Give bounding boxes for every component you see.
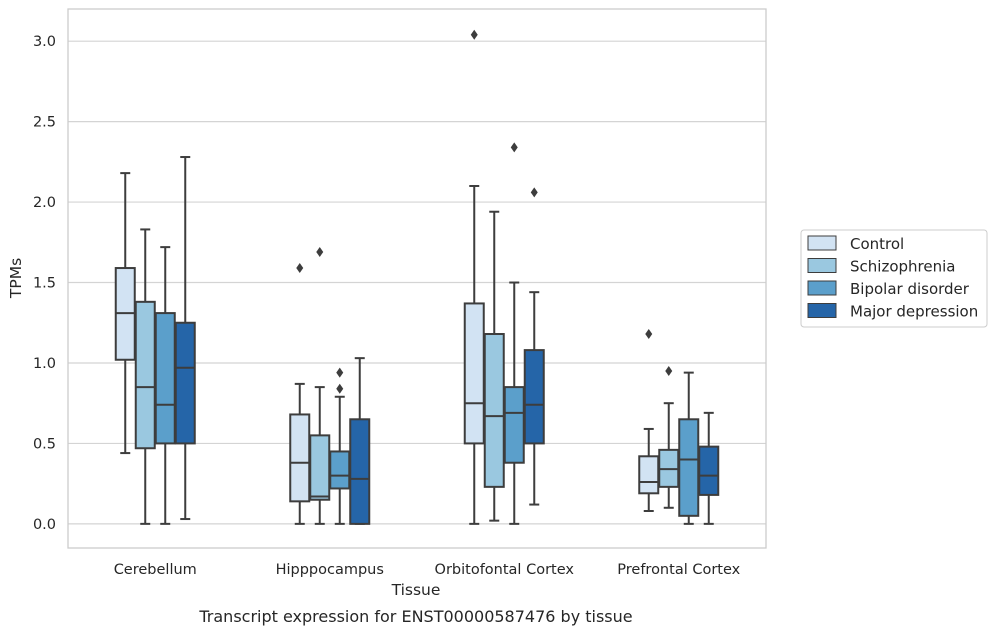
x-tick-label: Orbitofontal Cortex bbox=[435, 562, 575, 578]
legend-label: Bipolar disorder bbox=[850, 280, 970, 298]
box-0-1 bbox=[134, 228, 156, 525]
legend-swatch bbox=[807, 235, 837, 251]
legend-label: Schizophrenia bbox=[850, 258, 955, 276]
box-body bbox=[329, 450, 351, 490]
box-2-0 bbox=[463, 29, 485, 525]
x-tick-labels: Cerebellum Hipppocampus Orbitofontal Corte… bbox=[114, 562, 741, 578]
outlier-point bbox=[336, 383, 344, 394]
y-tick-label: 1.5 bbox=[33, 276, 56, 292]
box-body bbox=[309, 434, 331, 501]
box-2-1 bbox=[483, 210, 505, 522]
outlier-point bbox=[316, 246, 324, 257]
chart-caption: Transcript expression for ENST0000058747… bbox=[198, 607, 632, 626]
box-0-0 bbox=[114, 172, 136, 455]
box-body bbox=[134, 300, 156, 450]
box-1-3 bbox=[349, 357, 371, 525]
outlier-point bbox=[665, 366, 673, 377]
box-body bbox=[523, 349, 545, 445]
legend-swatch bbox=[807, 303, 837, 318]
y-tick-label: 0.5 bbox=[33, 436, 56, 452]
y-tick-label: 1.0 bbox=[33, 356, 56, 372]
x-axis-label: Tissue bbox=[391, 581, 441, 599]
outlier-point bbox=[296, 263, 304, 274]
box-1-2 bbox=[329, 367, 351, 525]
box-3-3 bbox=[698, 411, 720, 525]
outlier-point bbox=[645, 329, 653, 340]
plot-area-frame bbox=[67, 8, 767, 549]
y-tick-label: 3.0 bbox=[33, 34, 56, 50]
boxes bbox=[114, 29, 720, 525]
legend-swatch bbox=[807, 280, 837, 296]
x-tick-label: Hipppocampus bbox=[276, 562, 384, 578]
y-tick-label: 2.0 bbox=[33, 195, 56, 211]
box-1-0 bbox=[289, 263, 311, 525]
legend: Control Schizophrenia Bipolar disorder Majo… bbox=[800, 229, 988, 328]
box-body bbox=[154, 312, 176, 445]
y-tick-label: 2.5 bbox=[33, 115, 56, 131]
legend-swatch bbox=[807, 258, 837, 273]
box-2-3 bbox=[523, 187, 545, 506]
box-1-1 bbox=[309, 246, 331, 525]
box-3-1 bbox=[658, 366, 680, 509]
box-body bbox=[174, 321, 196, 445]
box-body bbox=[463, 302, 485, 445]
box-body bbox=[698, 445, 720, 496]
outlier-point bbox=[336, 367, 344, 378]
box-body bbox=[349, 418, 371, 525]
box-3-2 bbox=[678, 371, 700, 525]
y-axis-label: TPMs bbox=[7, 258, 25, 299]
box-3-0 bbox=[638, 329, 660, 512]
outlier-point bbox=[470, 29, 478, 40]
box-0-2 bbox=[154, 246, 176, 525]
legend-label: Control bbox=[850, 235, 904, 253]
box-0-3 bbox=[174, 156, 196, 521]
box-body bbox=[503, 386, 525, 464]
box-body bbox=[678, 418, 700, 517]
box-2-2 bbox=[503, 142, 525, 525]
y-tick-label: 0.0 bbox=[33, 517, 56, 533]
box-body bbox=[289, 413, 311, 503]
outlier-point bbox=[510, 142, 518, 153]
x-tick-label: Cerebellum bbox=[114, 562, 197, 578]
legend-frame bbox=[800, 229, 988, 328]
x-tick-label: Prefrontal Cortex bbox=[617, 562, 740, 578]
box-body bbox=[638, 455, 660, 495]
box-body bbox=[483, 333, 505, 488]
y-tick-labels: 0.0 0.5 1.0 1.5 2.0 2.5 3.0 bbox=[33, 34, 56, 533]
outlier-point bbox=[530, 187, 538, 198]
legend-label: Major depression bbox=[850, 303, 978, 321]
